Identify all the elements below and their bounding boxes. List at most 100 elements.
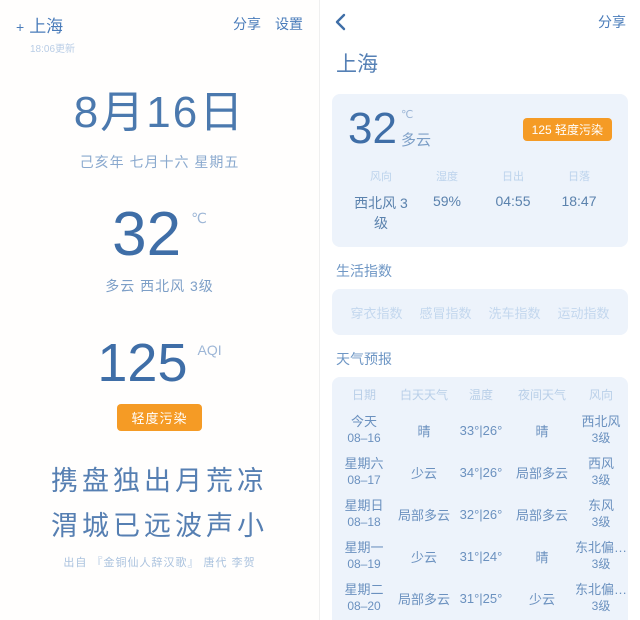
stat-label: 风向 [370,171,392,184]
updated-time: 18:06更新 [30,44,76,55]
stat-value: 18:47 [561,193,597,210]
settings-button[interactable]: 设置 [275,16,303,32]
forecast-wind: 西风 [587,456,614,472]
forecast-wind-cell: 东风 3级 [574,497,628,531]
stat-value: 西北风 3级 [354,195,408,232]
forecast-day: 星期二 [344,582,384,598]
forecast-wind-level: 3级 [591,473,611,488]
forecast-date: 08–20 [347,599,381,614]
aqi-badge[interactable]: 125 轻度污染 [522,117,612,141]
panel-city-overview: + 上海 18:06更新 分享 设置 8月16日 己亥年 七月十六 星期五 32… [0,0,319,620]
forecast-temp: 34°|26° [459,464,503,480]
lunar-date: 己亥年 七月十六 星期五 [79,153,240,170]
forecast-day-weather: 少云 [410,465,437,481]
share-button[interactable]: 分享 [598,14,626,30]
life-index-cold[interactable]: 感冒指数 [419,305,472,321]
section-title-life-index: 生活指数 [336,263,392,280]
condition-text: 多云 西北风 3级 [105,277,214,294]
poem-line-1: 携盘独出月荒凉 [51,465,268,496]
poem-line-2: 渭城已远波声小 [51,510,268,541]
forecast-row: 星期六 08–17 少云 34°|26° 局部多云 西风 3级 [332,451,628,493]
left-top-actions: 分享 设置 [233,12,303,55]
forecast-date: 08–17 [347,473,381,488]
forecast-wind-cell: 东北偏… 3级 [574,581,628,615]
stat-sunset: 日落 18:47 [546,168,612,233]
poem-source: 出自 『金铜仙人辞汉歌』 唐代 李贺 [63,556,256,569]
stat-label: 日出 [502,171,524,184]
current-temperature: 32 [348,104,397,153]
forecast-wind-cell: 西风 3级 [574,455,628,489]
forecast-temp: 31°|24° [459,548,503,564]
life-index-clothing[interactable]: 穿衣指数 [350,305,403,321]
col-night-weather: 夜间天气 [517,387,566,402]
forecast-wind: 西北风 [581,414,621,430]
stat-value: 04:55 [495,193,531,210]
current-stats: 风向 西北风 3级 湿度 59% 日出 04:55 日落 18:47 [348,168,612,233]
forecast-day: 今天 [350,414,377,430]
stat-humidity: 湿度 59% [414,168,480,233]
forecast-day: 星期六 [344,456,384,472]
forecast-day: 星期一 [344,540,384,556]
aqi-value: 125 [97,332,188,393]
forecast-date: 08–18 [347,515,381,530]
life-index-carwash[interactable]: 洗车指数 [488,305,541,321]
current-temp-side: ℃ 多云 [401,106,431,150]
forecast-date-cell: 星期六 08–17 [332,455,396,489]
forecast-temp: 31°|25° [459,590,503,606]
forecast-night-weather: 晴 [535,549,549,565]
forecast-wind-cell: 西北风 3级 [574,413,628,447]
forecast-header-row: 日期 白天天气 温度 夜间天气 风向 [332,379,628,409]
forecast-date: 08–19 [347,557,381,572]
current-temp-group: 32 ℃ 多云 [348,104,431,153]
stat-value: 59% [432,193,462,210]
forecast-wind: 东风 [587,498,614,514]
forecast-date-cell: 今天 08–16 [332,413,396,447]
share-button[interactable]: 分享 [233,16,261,32]
add-city-icon[interactable]: + [16,19,25,35]
stat-sunrise: 日出 04:55 [480,168,546,233]
forecast-day-weather: 晴 [417,423,431,439]
city-name: 上海 [29,17,64,36]
forecast-card: 日期 白天天气 温度 夜间天气 风向 今天 08–16 晴 33°|26° 晴 … [332,377,628,620]
forecast-night-weather: 少云 [528,591,555,607]
forecast-date-cell: 星期二 08–20 [332,581,396,615]
back-icon[interactable] [332,12,352,32]
forecast-temp: 32°|26° [459,506,503,522]
stat-label: 湿度 [436,171,458,184]
section-title-forecast: 天气预报 [336,351,392,368]
forecast-temp: 33°|26° [459,422,503,438]
aqi-block: 125 AQI [97,336,221,390]
forecast-wind: 东北偏… [574,540,627,556]
forecast-row: 星期日 08–18 局部多云 32°|26° 局部多云 东风 3级 [332,493,628,535]
temperature-block: 32 ℃ [112,199,207,269]
city-group: + 上海 18:06更新 [16,12,75,55]
date-heading: 8月16日 [73,88,246,137]
forecast-wind-level: 3级 [591,515,611,530]
forecast-wind-level: 3级 [591,599,611,614]
city-row: + 上海 [16,12,75,37]
forecast-row: 星期二 08–20 局部多云 31°|25° 少云 东北偏… 3级 [332,577,628,619]
aqi-level-badge: 轻度污染 [117,403,202,431]
forecast-night-weather: 晴 [535,423,549,439]
forecast-row: 星期一 08–19 少云 31°|24° 晴 东北偏… 3级 [332,535,628,577]
col-date: 日期 [351,387,376,402]
current-temp-unit: ℃ [400,109,414,121]
temperature-unit: ℃ [191,209,207,226]
stat-label: 日落 [568,171,590,184]
forecast-date-cell: 星期日 08–18 [332,497,396,531]
current-weather-card: 32 ℃ 多云 125 轻度污染 风向 西北风 3级 湿度 59% [332,94,628,248]
forecast-day-weather: 局部多云 [397,507,450,523]
temperature-value: 32 [112,199,182,269]
forecast-row: 今天 08–16 晴 33°|26° 晴 西北风 3级 [332,409,628,451]
forecast-wind-cell: 东北偏… 3级 [574,539,628,573]
life-index-sports[interactable]: 运动指数 [557,305,610,321]
forecast-wind: 东北偏… [574,582,627,598]
aqi-unit: AQI [197,341,222,358]
poem-block: 携盘独出月荒凉 渭城已远波声小 出自 『金铜仙人辞汉歌』 唐代 李贺 [51,459,268,570]
forecast-day-weather: 少云 [410,549,437,565]
left-topbar: + 上海 18:06更新 分享 设置 [0,0,319,55]
current-condition: 多云 [400,132,431,149]
forecast-night-weather: 局部多云 [515,507,568,523]
forecast-day: 星期日 [344,498,384,514]
